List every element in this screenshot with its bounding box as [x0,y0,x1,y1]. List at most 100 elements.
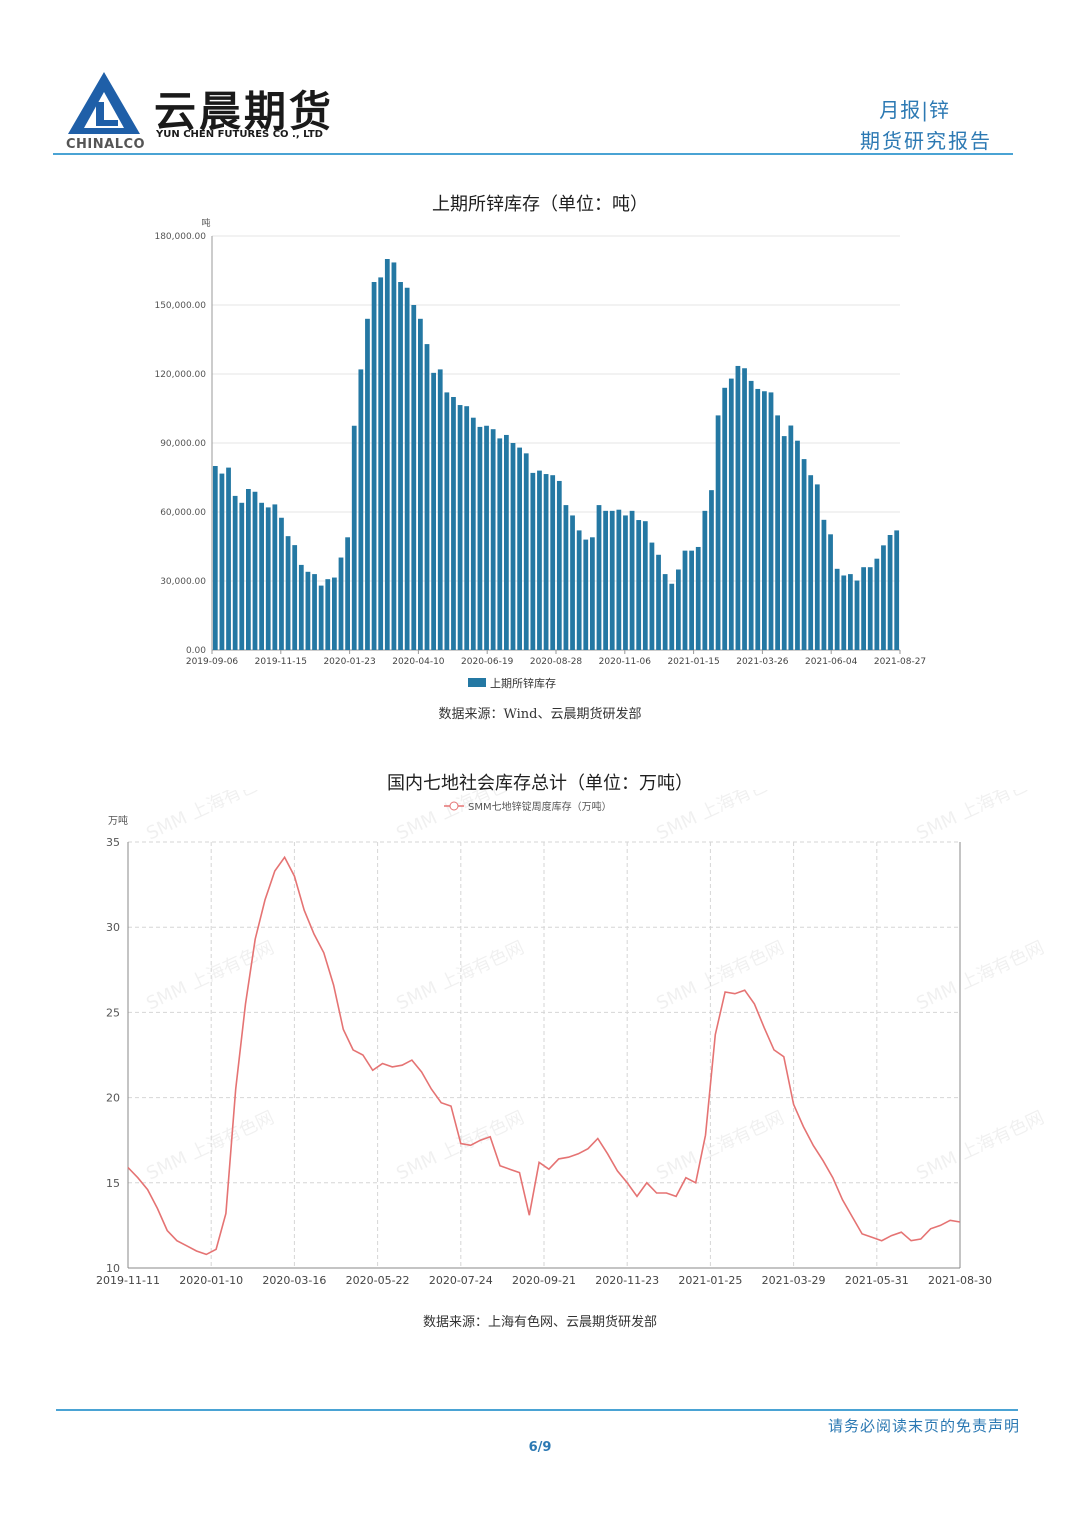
x-tick-label: 2020-09-21 [512,1274,576,1287]
y-tick-label: 35 [106,836,120,849]
bar [226,467,231,650]
bar [318,585,324,650]
bar [755,388,761,650]
bar [814,484,820,650]
y-tick-label: 30,000.00 [160,577,206,587]
bar [801,459,807,650]
bar [689,550,694,650]
bar [510,443,516,650]
report-subtitle: 期货研究报告 [860,129,992,153]
shfe-zinc-inventory-chart: 0.00 30,000.00 60,000.00 90,000.00 120,000.0… [154,217,926,690]
bar [775,415,780,650]
bar [391,262,397,650]
page-number: 6/9 [528,1440,552,1455]
bar [411,305,417,650]
watermark: SMM 上海有色网 [913,937,1047,1014]
x-tick-label: 2019-11-15 [255,657,307,667]
bar [437,369,443,650]
bar [398,282,403,650]
chart2-source: 数据来源：上海有色网、云晨期货研发部 [422,1315,657,1330]
bar [590,537,595,650]
bar [894,530,900,650]
watermark: SMM 上海有色网 [653,937,787,1014]
chinalco-logo-icon [68,72,140,134]
bar [265,507,271,650]
chart1-source: 数据来源：Wind、云晨期货研发部 [438,707,642,722]
bar [305,571,311,650]
bar [709,490,714,650]
x-tick-label: 2019-11-11 [96,1274,160,1287]
bar [444,392,450,650]
bar [259,502,264,650]
x-tick-label: 2020-07-24 [429,1274,493,1287]
y-tick-label: 120,000.00 [154,370,206,380]
bar [431,372,436,650]
bar [881,545,886,650]
y-axis-unit: 吨 [201,217,210,229]
bar [497,438,503,650]
bar [378,277,384,650]
bar [384,259,390,650]
x-tick-label: 2021-03-29 [762,1274,826,1287]
bar [828,534,833,650]
bar [656,554,661,650]
x-tick-label: 2021-05-31 [845,1274,909,1287]
watermark: SMM 上海有色网 [913,1107,1047,1184]
bar [470,417,476,650]
bar [252,491,258,650]
bar [821,519,827,650]
bar [543,474,549,650]
bar [517,447,522,650]
watermark: SMM 上海有色网 [913,790,1047,845]
bar [669,583,675,650]
bar [530,472,536,650]
bar [418,318,423,650]
bar [676,569,681,650]
series-line [127,855,961,1256]
y-tick-label: 60,000.00 [160,508,206,518]
bar [550,475,556,650]
bar [477,426,483,650]
legend-label: 上期所锌库存 [490,676,556,690]
bar [424,344,430,650]
watermark: SMM 上海有色网 [653,790,787,845]
bar [298,564,304,650]
bar [609,510,615,650]
bar [464,406,470,650]
watermark: SMM 上海有色网 [653,1107,787,1184]
bar [338,557,344,650]
y-tick-label: 0.00 [186,646,206,656]
chart2-title: 国内七地社会库存总计（单位：万吨） [387,773,693,794]
brand-name-cn: 云晨期货 [154,87,335,136]
report-type: 月报|锌 [879,98,950,122]
bar [325,579,331,650]
bar [636,520,642,650]
bar [246,489,251,650]
y-tick-label: 30 [106,921,120,934]
x-tick-label: 2021-08-27 [874,657,926,667]
x-tick-label: 2020-04-10 [392,657,445,667]
x-tick-label: 2021-03-26 [736,657,789,667]
bar [556,480,562,650]
bar [629,510,635,650]
bar [523,453,529,650]
bar [735,365,741,650]
x-tick-label: 2020-01-10 [179,1274,243,1287]
bar [371,282,377,650]
y-tick-label: 10 [106,1262,120,1275]
x-tick-label: 2020-01-23 [323,657,375,667]
bar [854,580,860,650]
bar [702,510,708,650]
bar [841,575,847,650]
bar [219,473,225,650]
bar [583,539,589,650]
x-tick-label: 2021-06-04 [805,657,858,667]
bar [874,558,880,650]
bar [279,517,284,650]
bar [649,542,655,650]
legend-label: SMM七地锌锭周度库存（万吨） [468,800,612,813]
bar [332,577,337,650]
y-tick-label: 25 [106,1006,120,1019]
bar [742,368,747,650]
bar [351,425,357,650]
